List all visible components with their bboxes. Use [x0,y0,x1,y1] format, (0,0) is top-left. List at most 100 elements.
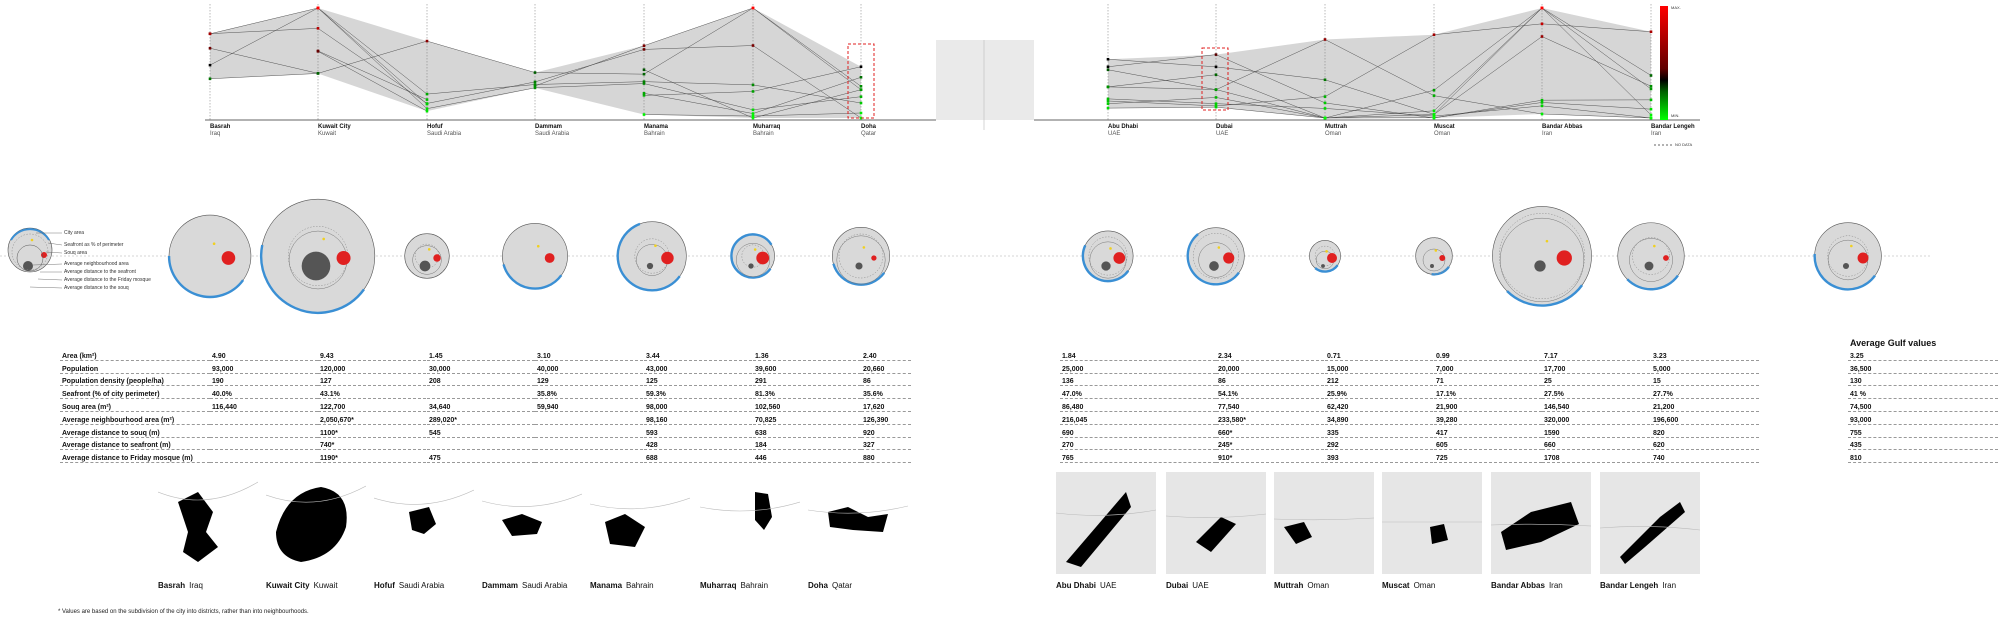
seafront-arc [1506,284,1584,307]
variable-line [1107,23,1652,107]
table-cell: 93,000 [1848,411,1998,425]
value-marker [1323,101,1327,105]
value-marker [1540,112,1544,116]
value-marker [1540,6,1544,10]
value-marker [1214,88,1218,91]
city-map [808,472,908,574]
value-marker [1106,97,1110,101]
country-name: Iraq [210,131,221,137]
value-marker [1432,116,1436,120]
table-row: 41 % [1848,385,1998,400]
table-row: 435 [1848,437,1998,451]
table-cell: 740 [1651,449,1759,464]
table-row: 86 [861,373,911,387]
table-row: 77,540 [1216,398,1324,412]
table-cell: 320,000 [1542,411,1650,425]
souq-distance-ring [412,245,442,275]
table-cell: 289,020* [427,411,535,425]
table-row: 39,600 [753,360,861,374]
table-row: 545 [427,424,535,438]
table-cell: 725 [1434,449,1542,464]
map-caption: Muttrah Oman [1274,581,1329,590]
table-row-label: Average distance to Friday mosque (m) [60,449,210,464]
table-row: 2,050,670* [318,411,426,425]
parallel-coordinates-chart [205,4,1700,146]
country-name: Bahrain [644,131,665,137]
table-row: 116,440 [210,398,318,412]
seafront-arc [502,264,563,290]
map-city-name: Basrah [158,581,186,590]
value-marker [425,102,429,106]
table-row: 740 [1651,449,1759,464]
table-cell: 810 [1848,449,1998,464]
table-cell: 129 [535,373,643,387]
souq-circle [433,254,441,262]
table-row: 146,540 [1542,398,1650,412]
table-row: 93,000 [1848,411,1998,425]
city-name: Manama [644,124,669,130]
table-row: 428 [644,437,752,451]
table-cell: 593 [644,424,752,438]
table-cell: 9.43 [318,348,426,361]
table-row [210,424,318,438]
table-row: 393 [1325,449,1433,464]
neighbourhood-circle [1644,261,1654,271]
table-cell: 7.17 [1542,348,1650,361]
table-row: 740* [318,437,426,451]
map-country-name: Oman [1413,581,1436,590]
table-row: 690 [1060,424,1216,438]
table-row: 755 [1848,424,1998,438]
scale-min-label: MIN. [1671,113,1680,118]
value-marker [1432,113,1436,116]
map-city-name: Hofuf [374,581,395,590]
map-caption: Muscat Oman [1382,581,1435,590]
value-marker [751,83,755,87]
city-map [1166,472,1266,574]
value-marker [1106,68,1110,72]
table-row: 30,000 [427,360,535,374]
table-row: 0.71 [1325,348,1433,361]
table-cell: 1.45 [427,348,535,361]
row-label: Seafront (% of city perimeter) [60,385,210,400]
city-footprint [1382,521,1482,544]
table-row: 9.43 [318,348,426,361]
neighbourhood-circle [1534,260,1546,272]
value-marker [208,63,212,67]
map-city-name: Dammam [482,581,519,590]
table-row [535,411,643,425]
table-cell: 102,560 [753,398,861,412]
table-cell: 270 [1060,437,1216,451]
map-country-name: Iraq [189,581,203,590]
table-cell: 130 [1848,373,1998,387]
seafront-arc [1314,264,1339,273]
mosque-dot [1325,250,1328,253]
table-cell: 146,540 [1542,398,1650,412]
table-row: 475 [427,449,535,464]
map-country-name: Kuwait [313,581,338,590]
table-cell: 74,500 [1848,398,1998,412]
city-map [1274,472,1374,574]
table-row-label: Population density (people/ha) [60,373,210,387]
table-row: 820 [1651,424,1759,438]
table-row: 3.10 [535,348,643,361]
city-bubble [1492,206,1592,307]
mosque-dot [654,244,657,248]
table-row: 910* [1216,449,1324,464]
table-cell: 1100* [318,424,426,438]
map-city-name: Kuwait City [266,581,310,590]
table-row: 86 [1216,373,1324,387]
map-city-name: Bandar Abbas [1491,581,1545,590]
table-cell: 335 [1325,424,1433,438]
mosque-distance-ring [1827,235,1869,277]
souq-circle [756,251,770,265]
souq-circle [1857,252,1869,264]
value-marker [751,90,755,93]
city-footprint [1166,513,1266,552]
table-row: 74,500 [1848,398,1998,412]
value-marker [1649,107,1653,111]
city-footprint [374,489,474,534]
table-row: 233,580* [1216,411,1324,425]
table-row: 86,480 [1060,398,1216,412]
map-caption: Bandar Abbas Iran [1491,581,1563,590]
map-country-name: UAE [1192,581,1209,590]
